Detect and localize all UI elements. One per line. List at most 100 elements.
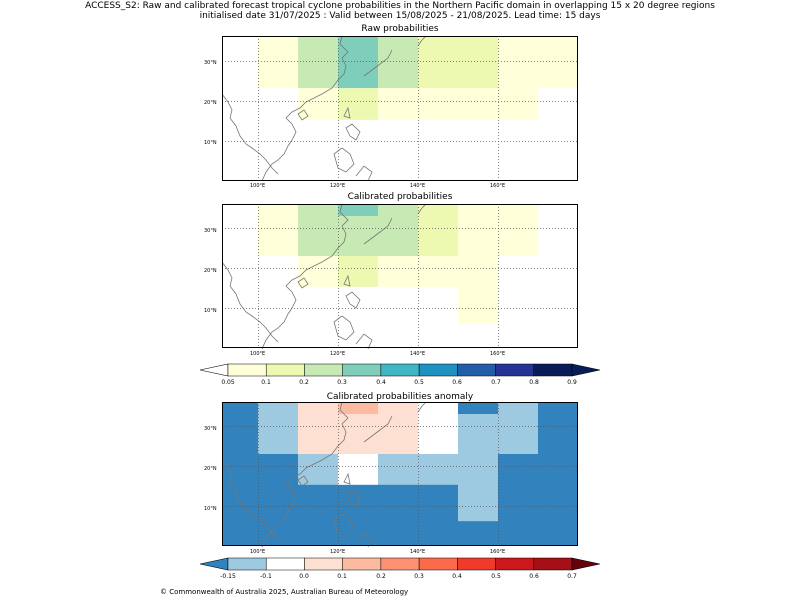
colorbar-bin [495,363,535,377]
map-x-tick: 160°E [490,183,506,189]
colorbar-tick: 0.0 [299,573,309,580]
figure-title-line-2: initialised date 31/07/2025 : Valid betw… [199,11,601,21]
map-y-tick: 30°N [204,60,217,66]
map-x-tick: 160°E [490,549,506,555]
coastline-segment [417,401,427,413]
probability-cell [338,88,378,120]
coastline-segment [343,106,351,119]
coastline-segment [363,217,393,245]
map-x-tick: 160°E [490,351,506,357]
colorbar-tick: 0.7 [567,573,577,580]
coastline-segment [333,147,355,173]
probability-cell [458,414,498,522]
coastline-segment [333,315,355,341]
colorbar-tick: 0.8 [529,379,539,386]
map-x-tick: 100°E [250,351,266,357]
coastline-segment [355,531,373,548]
probability-cell [338,454,378,485]
coastline-segment [345,291,361,309]
colorbar-tick: -0.15 [220,573,236,580]
coastline-segment [297,109,309,121]
coastline-segment [345,123,361,141]
map-x-tick: 120°E [330,183,346,189]
coastline-segment [417,35,427,47]
calibrated-map-title: Calibrated probabilities [347,192,453,202]
coastline-segment [417,203,427,215]
colorbar-over-arrow [571,363,601,377]
colorbar-bin [342,363,382,377]
probability-cell [498,402,538,454]
colorbar-bin [418,557,458,571]
coastline [221,35,427,182]
coastline-segment [297,475,309,487]
probability-cell [338,402,378,414]
colorbar-tick: 0.1 [261,379,271,386]
calibrated-probabilities-map [221,203,578,350]
map-x-tick: 140°E [410,351,426,357]
coastline-segment [221,93,279,175]
probability-cell [258,204,298,256]
colorbar-over-arrow [571,557,601,571]
map-x-tick: 120°E [330,549,346,555]
colorbar-bin [457,363,496,377]
coastline-segment [355,333,373,350]
colorbar-tick: 0.6 [529,573,539,580]
colorbar-under-arrow [199,363,229,377]
colorbar-tick: 0.4 [452,573,462,580]
colorbar-bin [418,363,458,377]
map-x-tick: 140°E [410,549,426,555]
colorbar-bin [495,557,535,571]
colorbar-bin [304,557,343,571]
colorbar-bin [380,363,420,377]
colorbar-bin [380,557,420,571]
colorbar-bin [342,557,382,571]
colorbar-tick: 0.5 [491,573,501,580]
coastline-segment [363,49,393,77]
probability-cell [378,454,458,485]
probability-cell [418,36,498,89]
probability-cell [338,36,378,89]
colorbar-bin [304,363,343,377]
probability-cell [298,204,338,216]
colorbar-tick: -0.1 [260,573,272,580]
probability-cell [258,402,298,454]
probability-cell [458,204,538,228]
colorbar-tick: 0.3 [414,573,424,580]
colorbar-tick: 0.1 [337,573,347,580]
probability-cell [298,216,418,256]
probability-cell [378,88,538,120]
figure-title-line-1: ACCESS_S2: Raw and calibrated forecast t… [85,1,715,11]
colorbar-tick: 0.6 [452,379,462,386]
probability-cell [338,256,378,287]
probability-cell [458,256,498,324]
map-x-tick: 120°E [330,351,346,357]
probability-cell [418,204,458,216]
colorbar-tick: 0.7 [491,379,501,386]
coastline-segment [363,415,393,443]
probability-cell [338,204,378,216]
colorbar-bin [533,557,573,571]
coastline [221,203,427,350]
colorbar-bin [227,363,267,377]
probability-cell [418,216,458,256]
colorbar-tick: 0.9 [567,379,577,386]
raw-probabilities-map [221,35,578,182]
map-y-tick: 10°N [204,140,217,146]
map-y-tick: 20°N [204,268,217,274]
anomaly-colorbar [199,557,601,571]
coastline-segment [343,274,351,287]
coastline [221,401,427,548]
coastline-segment [333,513,355,539]
map-frame [222,36,578,181]
colorbar-bin [533,363,573,377]
colorbar-bin [265,363,305,377]
coastline-segment [297,277,309,289]
probability-cell [298,454,338,485]
coastline-segment [221,459,279,541]
map-frame [222,402,578,546]
colorbar-tick: 0.4 [376,379,386,386]
probability-cell [298,256,338,287]
map-x-tick: 100°E [250,183,266,189]
colorbar-bin [457,557,496,571]
probability-cell [378,204,418,216]
